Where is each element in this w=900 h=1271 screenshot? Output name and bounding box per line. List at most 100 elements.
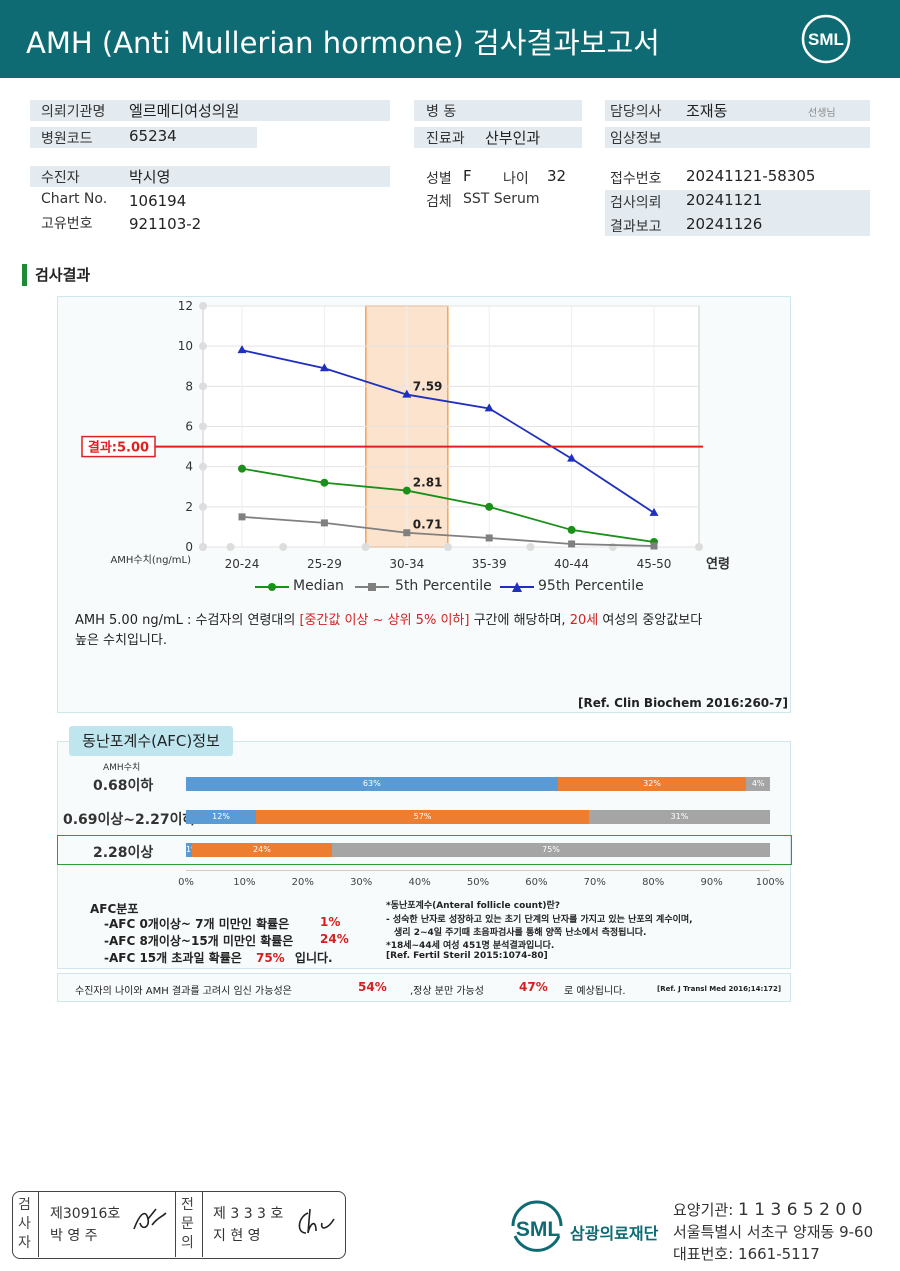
dates-row-bg [605, 190, 870, 236]
afc-dist-pct-3: 75% [255, 951, 285, 965]
series-point-1 [650, 542, 658, 550]
afc-bar-segment: 1% [186, 843, 192, 857]
age-value: 32 [547, 167, 567, 185]
y-tick-label: 0 [185, 540, 193, 554]
clinical-label: 임상정보 [610, 131, 662, 147]
afc-dist-pct-2: 24% [320, 932, 349, 946]
afc-dist-pct-1: 1% [320, 915, 341, 929]
y-axis-label: AMH수치(ng/mL) [110, 554, 191, 566]
section-title: 검사결과 [22, 264, 90, 286]
afc-x-tick: 100% [755, 877, 785, 888]
afc-bar-segment: 31% [588, 810, 770, 824]
legend-median-swatch [255, 583, 289, 591]
series-point-2 [649, 507, 659, 516]
footer-logo-text: SML [516, 1218, 561, 1241]
afc-axis-caption: AMH수치 [103, 763, 141, 773]
legend-95th-swatch [500, 582, 534, 592]
interp-text-5: 여성의 중앙값보다 [598, 613, 703, 628]
legend-5th-swatch [355, 583, 389, 591]
y-tick-label: 12 [178, 299, 193, 313]
x-axis-dot [279, 543, 288, 551]
id-label: 고유번호 [41, 216, 93, 232]
chart-no-label: Chart No. [41, 191, 108, 207]
y-tick-dot [199, 342, 207, 351]
series-point-2 [319, 363, 329, 372]
age-label: 나이 [503, 171, 529, 187]
org-phone: 1661-5117 [738, 1245, 820, 1263]
afc-bar-chart: 63%32%4% 12%57%31% 1%24%75% [186, 777, 770, 863]
y-tick-dot [199, 462, 207, 471]
doctor-suffix: 선생님 [808, 108, 836, 119]
receipt-value: 20241121-58305 [686, 167, 816, 185]
doctor-row-bg [605, 100, 870, 121]
sig-divider-1 [38, 1191, 39, 1257]
afc-bar-segment: 63% [186, 777, 558, 791]
x-axis-dot [361, 543, 370, 551]
receipt-label: 접수번호 [610, 171, 662, 187]
doctor-value: 조재동 [686, 102, 728, 120]
org-name: 삼광의료재단 [570, 1224, 659, 1243]
series-point-1 [403, 529, 411, 537]
series-point-0 [485, 502, 494, 511]
series-point-2 [402, 389, 412, 398]
afc-x-tick: 40% [408, 877, 431, 888]
afc-note-1: *동난포계수(Anteral follicle count)란? [386, 901, 560, 911]
afc-x-tick: 80% [642, 877, 665, 888]
sig-specialist-no: 제 3 3 3 호 [213, 1206, 284, 1222]
legend-5th-label: 5th Percentile [395, 578, 492, 594]
sml-logo: SML [801, 14, 851, 64]
y-tick-label: 6 [185, 420, 193, 434]
chart-no-value: 106194 [129, 192, 187, 210]
hospital-code-label: 병원코드 [41, 131, 93, 147]
dept-value: 산부인과 [485, 129, 541, 147]
report-date-value: 20241126 [686, 215, 763, 233]
afc-x-tick: 10% [233, 877, 256, 888]
hospital-code-value: 65234 [129, 127, 177, 145]
afc-x-tick: 30% [350, 877, 373, 888]
interp-text-3: 구간에 해당하며, [469, 613, 570, 628]
sig-label-specialist: 전문의 [181, 1197, 194, 1251]
afc-row-label-1: 0.68이하 [93, 778, 154, 794]
x-axis-label: 연령 [706, 557, 730, 572]
org-phone-label: 대표번호: [673, 1245, 734, 1263]
dept-label: 진료과 [426, 131, 465, 147]
x-tick-label: 20-24 [225, 557, 260, 571]
afc-bar-segment: 4% [746, 777, 770, 791]
y-tick-dot [199, 502, 207, 511]
pregnancy-text-2: ,정상 분만 가능성 [410, 986, 484, 997]
series-line-0 [241, 467, 655, 543]
x-tick-label: 25-29 [307, 557, 342, 571]
pregnancy-text-1: 수진자의 나이와 AMH 결과를 고려시 임신 가능성은 [75, 986, 292, 997]
clinical-row-bg [605, 127, 870, 148]
y-tick-dot [199, 302, 207, 310]
id-value: 921103-2 [129, 215, 202, 233]
series-line-2 [241, 349, 655, 514]
afc-x-tick: 70% [583, 877, 606, 888]
report-title: AMH (Anti Mullerian hormone) 검사결과보고서 [26, 26, 660, 60]
amh-line-chart: 0 2 4 6 8 10 12 20-24 25-29 30-34 35-39 40-44 45-50 A… [81, 299, 730, 572]
series-point-2 [484, 403, 494, 412]
org-phone-line: 대표번호: 1661-5117 [673, 1243, 820, 1264]
afc-dist-text-2: -AFC 8개이상~15개 미만인 확률은 [104, 934, 294, 948]
pregnancy-value-2: 47% [519, 980, 548, 994]
afc-note-4: *18세~44세 여성 451명 분석결과입니다. [386, 941, 555, 951]
x-tick-label: 40-44 [554, 557, 589, 571]
afc-dist-line-3: -AFC 15개 초과일 확률은 75% 입니다. [104, 949, 333, 966]
org-code-label: 요양기관: [673, 1201, 734, 1219]
afc-x-tick: 60% [525, 877, 548, 888]
series-point-1 [320, 519, 328, 527]
afc-title: 동난포계수(AFC)정보 [69, 726, 233, 756]
x-tick-label: 35-39 [472, 557, 507, 571]
afc-x-tick: 50% [466, 877, 490, 888]
org-address: 서울특별시 서초구 양재동 9-60 [673, 1223, 874, 1241]
interpretation-line2: 높은 수치입니다. [75, 633, 167, 648]
afc-x-tick: 0% [178, 877, 194, 888]
afc-bar-segment: 32% [557, 777, 747, 791]
afc-bar-row: 63% 32% 4% [186, 777, 770, 791]
sig-divider-2 [175, 1191, 176, 1257]
afc-bar-segment: 12% [186, 810, 257, 824]
series-line-1 [241, 515, 655, 547]
legend-median-label: Median [293, 578, 344, 594]
report-date-label: 결과보고 [610, 219, 662, 235]
org-code: 1 1 3 6 5 2 0 0 [738, 1200, 863, 1220]
